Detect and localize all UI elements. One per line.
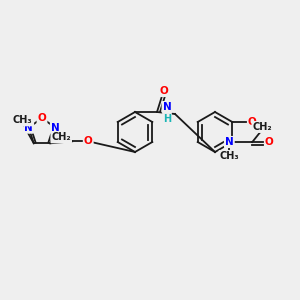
Text: CH₂: CH₂: [51, 132, 71, 142]
Text: CH₃: CH₃: [220, 151, 239, 161]
Text: O: O: [38, 113, 46, 123]
Text: N: N: [24, 123, 33, 133]
Text: H: H: [163, 114, 171, 124]
Text: CH₃: CH₃: [13, 115, 33, 125]
Text: N: N: [225, 137, 234, 147]
Text: N: N: [51, 123, 60, 133]
Text: O: O: [248, 117, 257, 127]
Text: O: O: [84, 136, 93, 146]
Text: N: N: [163, 102, 171, 112]
Text: CH₂: CH₂: [253, 122, 272, 132]
Text: O: O: [160, 86, 168, 96]
Text: O: O: [265, 137, 274, 147]
